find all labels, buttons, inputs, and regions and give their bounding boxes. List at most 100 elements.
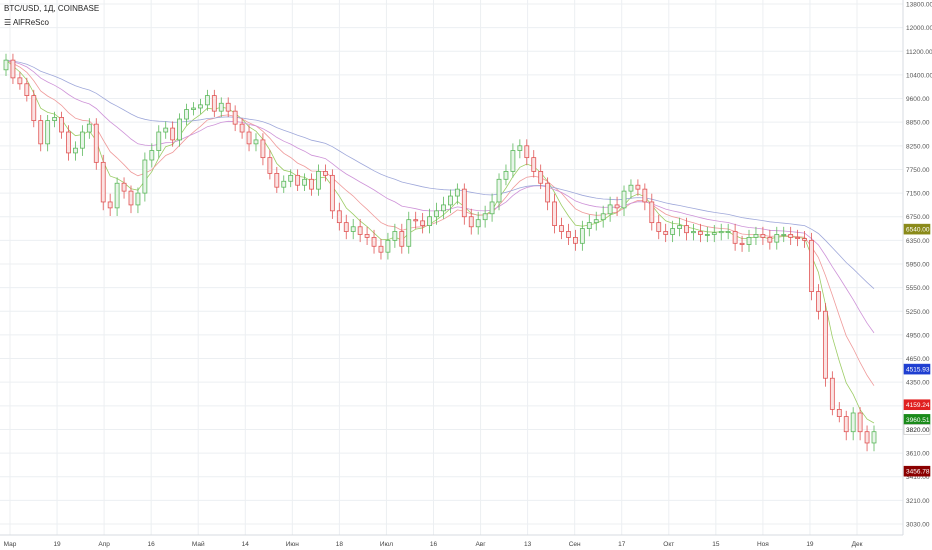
candle-body xyxy=(350,226,356,232)
candle-body xyxy=(79,131,85,149)
candle-body xyxy=(628,184,634,192)
candle-body xyxy=(448,195,453,206)
candle-body xyxy=(371,237,377,247)
candle-body xyxy=(184,109,189,120)
time-tick-label: Дек xyxy=(852,541,863,548)
candle-body xyxy=(822,310,828,379)
time-tick-label: Ноя xyxy=(757,541,769,548)
candle-body xyxy=(559,225,564,232)
candle-body xyxy=(378,245,384,253)
candle-body xyxy=(232,110,238,125)
price-tick-label: 9600.00 xyxy=(906,96,930,103)
candle-body xyxy=(468,216,474,228)
price-tick-label: 5550.00 xyxy=(906,285,930,292)
candle-body xyxy=(385,239,391,253)
time-tick-label: 16 xyxy=(148,541,156,548)
candle-body xyxy=(142,159,148,194)
candle-body xyxy=(86,123,92,133)
price-badge-label: 3456.78 xyxy=(906,469,930,476)
candle-body xyxy=(218,102,224,112)
candle-body xyxy=(496,178,502,203)
candle-body xyxy=(114,182,120,209)
candle-body xyxy=(93,123,99,163)
time-tick-label: 17 xyxy=(618,541,626,548)
candle-body xyxy=(732,231,738,244)
time-tick-label: Май xyxy=(192,540,205,548)
price-tick-label: 3610.00 xyxy=(906,451,930,458)
candle-body xyxy=(274,172,280,188)
candle-body xyxy=(204,95,210,106)
candle-body xyxy=(198,104,203,109)
indicator-legend[interactable]: ☰ AlFReSco xyxy=(4,18,49,27)
candle-body xyxy=(857,412,863,433)
candle-body xyxy=(656,222,662,232)
candle-body xyxy=(156,131,162,151)
candle-body xyxy=(781,234,787,236)
chart-grid xyxy=(0,0,903,535)
candle-body xyxy=(336,210,342,224)
candle-body xyxy=(760,234,766,238)
candle-body xyxy=(774,234,780,243)
time-tick-label: 14 xyxy=(242,541,250,548)
candle-body xyxy=(718,231,724,234)
candlestick-series xyxy=(3,53,877,452)
candle-body xyxy=(753,234,759,238)
price-tick-label: 5950.00 xyxy=(906,262,930,269)
price-badge-label: 4159.24 xyxy=(906,402,930,409)
candle-body xyxy=(684,225,689,234)
candle-body xyxy=(739,242,745,245)
price-badge xyxy=(903,363,931,375)
candle-body xyxy=(420,220,426,226)
price-axis: 13800.00 12000.00 11200.00 10400.00 9600.00 8… xyxy=(906,2,932,529)
price-badge xyxy=(903,465,931,477)
symbol-title: BTC/USD, 1Д, COINBASE xyxy=(4,4,100,13)
candle-body xyxy=(357,226,363,235)
candle-body xyxy=(329,174,335,212)
candle-body xyxy=(163,127,169,133)
candle-body xyxy=(691,231,696,234)
candle-body xyxy=(413,219,419,222)
moving-averages xyxy=(5,59,875,424)
candle-body xyxy=(517,145,523,151)
time-tick-label: Окт xyxy=(663,541,674,548)
candle-body xyxy=(441,204,446,212)
candle-body xyxy=(399,231,405,247)
candle-body xyxy=(281,180,287,188)
price-tick-label: 8250.00 xyxy=(906,143,930,150)
candle-body xyxy=(135,192,141,206)
candle-body xyxy=(66,131,71,154)
candle-body xyxy=(566,231,571,238)
candle-body xyxy=(107,201,113,209)
candle-body xyxy=(607,204,613,215)
price-tick-label: 4350.00 xyxy=(906,380,930,387)
candle-body xyxy=(434,210,439,218)
price-badges: 6540.00 4515.93 4159.24 3960.51 3820.00 3456.… xyxy=(903,223,931,477)
price-badge-label: 4515.93 xyxy=(906,367,930,374)
candle-body xyxy=(538,171,544,184)
candle-body xyxy=(593,219,599,224)
time-tick-label: Сен xyxy=(569,541,581,548)
candle-body xyxy=(288,174,294,182)
time-tick-label: 19 xyxy=(806,541,814,548)
candle-body xyxy=(260,139,266,159)
candle-body xyxy=(295,174,301,186)
time-tick-label: Мар xyxy=(4,541,17,548)
time-tick-label: Июл xyxy=(380,541,393,548)
price-badge-label: 3820.00 xyxy=(906,427,930,434)
candle-body xyxy=(725,231,731,233)
price-tick-label: 4650.00 xyxy=(906,356,930,363)
candle-body xyxy=(698,231,703,235)
price-badge-label: 6540.00 xyxy=(906,227,930,234)
price-tick-label: 8850.00 xyxy=(906,120,930,127)
candle-body xyxy=(170,127,176,141)
candle-body xyxy=(850,412,856,433)
price-tick-label: 7750.00 xyxy=(906,167,930,174)
price-tick-label: 7150.00 xyxy=(906,191,930,198)
time-tick-label: Июн xyxy=(286,541,300,548)
candle-body xyxy=(642,188,648,203)
candle-body xyxy=(711,232,717,235)
price-badge xyxy=(903,399,931,411)
price-tick-label: 3030.00 xyxy=(906,522,930,529)
candle-body xyxy=(482,213,488,221)
